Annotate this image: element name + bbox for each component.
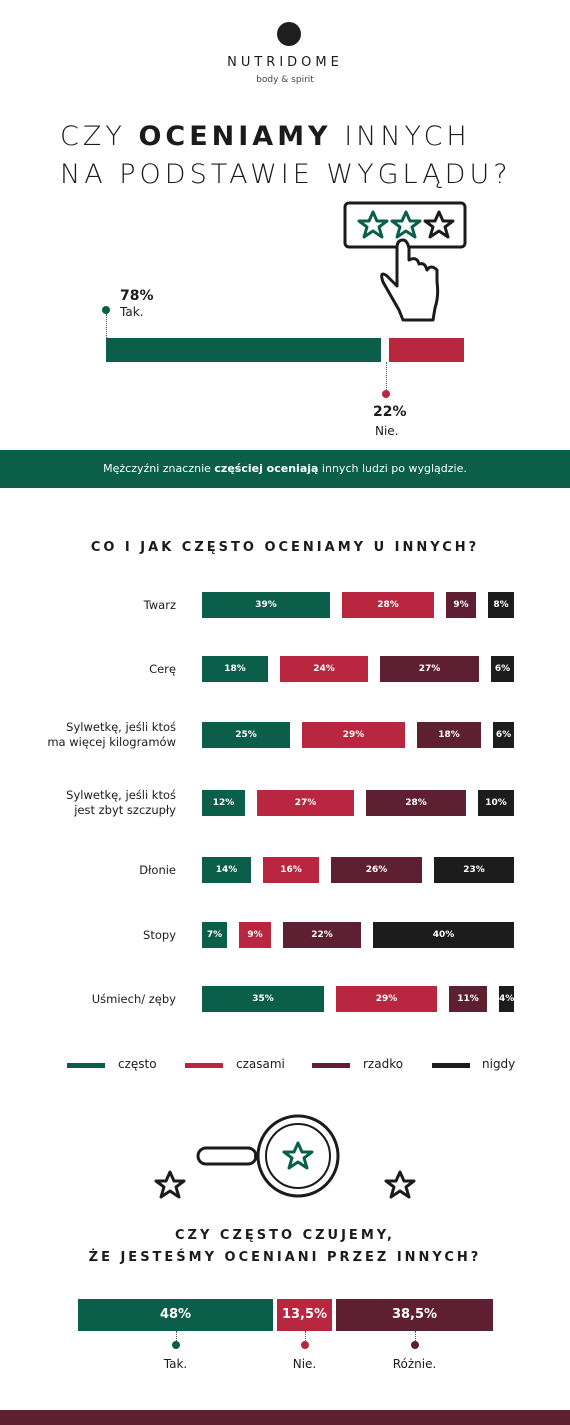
summary-bar-yes: 48% <box>78 1299 273 1331</box>
summary-label-varies: Różnie. <box>392 1357 437 1371</box>
legend-label-often: często <box>118 1057 157 1071</box>
row-label-5: Dłonie <box>139 863 176 877</box>
bar-often-2: 18% <box>202 656 268 682</box>
bar-never-7: 4% <box>499 986 514 1012</box>
no-connector <box>386 362 387 390</box>
legend-swatch-rarely <box>312 1063 350 1068</box>
yes-percent: 78% <box>120 288 154 304</box>
banner-text-after: innych ludzi po wyglądzie. <box>318 462 467 475</box>
title-part1: CZY <box>60 121 139 152</box>
row-label-7: Uśmiech/ zęby <box>91 992 176 1006</box>
bar-often-7: 35% <box>202 986 324 1012</box>
bar-never-4: 10% <box>478 790 514 816</box>
bar-sometimes-6: 9% <box>239 922 271 948</box>
no-label: Nie. <box>375 424 399 438</box>
summary-bar-no: 13,5% <box>277 1299 332 1331</box>
bar-never-6: 40% <box>373 922 514 948</box>
summary-connector-no <box>304 1331 306 1343</box>
summary-label-no: Nie. <box>292 1357 317 1371</box>
bar-often-6: 7% <box>202 922 227 948</box>
bar-rarely-1: 9% <box>446 592 476 618</box>
summary-dot-varies <box>410 1341 419 1349</box>
bar-rarely-6: 22% <box>283 922 361 948</box>
yes-dot <box>102 306 110 314</box>
row-label-4: Sylwetkę, jeśli ktoś jest zbyt szczupły <box>66 788 176 817</box>
summary-bar-varies: 38,5% <box>336 1299 493 1331</box>
row-label-2: Cerę <box>149 662 176 676</box>
bar-sometimes-1: 28% <box>342 592 434 618</box>
bar-never-5: 23% <box>434 857 514 883</box>
yes-label: Tak. <box>120 305 144 319</box>
bar-often-4: 12% <box>202 790 245 816</box>
title-line2: NA PODSTAWIE WYGLĄDU? <box>60 159 512 190</box>
legend-swatch-never <box>432 1063 470 1068</box>
no-percent: 22% <box>373 404 407 420</box>
summary-dot-yes <box>171 1341 180 1349</box>
summary-dot-no <box>300 1341 309 1349</box>
bar-never-3: 6% <box>493 722 514 748</box>
bar-no <box>389 338 464 362</box>
banner-text-before: Mężczyźni znacznie <box>103 462 215 475</box>
bar-sometimes-2: 24% <box>280 656 368 682</box>
legend-swatch-often <box>67 1063 105 1068</box>
bar-rarely-3: 18% <box>417 722 481 748</box>
magnifier-icon <box>154 1114 416 1199</box>
bar-often-3: 25% <box>202 722 290 748</box>
no-dot <box>382 390 390 398</box>
section3-title-line2: ŻE JESTEŚMY OCENIANI PRZEZ INNYCH? <box>88 1250 482 1265</box>
legend-label-sometimes: czasami <box>236 1057 285 1071</box>
bar-sometimes-3: 29% <box>302 722 405 748</box>
bar-sometimes-4: 27% <box>257 790 354 816</box>
bar-never-1: 8% <box>488 592 514 618</box>
summary-label-yes: Tak. <box>163 1357 188 1371</box>
bar-rarely-7: 11% <box>449 986 487 1012</box>
row-label-6: Stopy <box>143 928 176 942</box>
bar-yes <box>106 338 381 362</box>
row-label-3: Sylwetkę, jeśli ktoś ma więcej kilogramów <box>47 720 176 749</box>
brand-tagline: body & spirit <box>256 75 314 85</box>
row-label-1: Twarz <box>143 598 176 612</box>
brand-logo-icon <box>277 22 301 46</box>
summary-connector-yes <box>175 1331 177 1343</box>
yes-connector <box>106 314 107 340</box>
bar-rarely-4: 28% <box>366 790 466 816</box>
title-emphasis: OCENIAMY <box>138 121 332 152</box>
bar-rarely-2: 27% <box>380 656 479 682</box>
insight-banner: Mężczyźni znacznie częściej oceniają inn… <box>0 450 570 488</box>
section3-title-line1: CZY CZĘSTO CZUJEMY, <box>175 1228 395 1243</box>
bar-sometimes-7: 29% <box>336 986 437 1012</box>
legend-label-rarely: rzadko <box>363 1057 404 1071</box>
page-title: CZY OCENIAMY INNYCH NA PODSTAWIE WYGLĄDU… <box>60 118 560 194</box>
legend-swatch-sometimes <box>185 1063 223 1068</box>
brand-name: NUTRIDOME <box>227 55 343 70</box>
rating-hand-icon <box>343 201 467 322</box>
banner-text-emphasis: częściej oceniają <box>214 462 319 475</box>
footer-band <box>0 1410 570 1425</box>
section2-title: CO I JAK CZĘSTO OCENIAMY U INNYCH? <box>90 540 480 555</box>
title-part2: INNYCH <box>331 121 471 152</box>
bar-rarely-5: 26% <box>331 857 422 883</box>
bar-often-5: 14% <box>202 857 251 883</box>
bar-never-2: 6% <box>491 656 514 682</box>
bar-often-1: 39% <box>202 592 330 618</box>
legend-label-never: nigdy <box>482 1057 516 1071</box>
summary-connector-varies <box>414 1331 416 1343</box>
bar-sometimes-5: 16% <box>263 857 319 883</box>
